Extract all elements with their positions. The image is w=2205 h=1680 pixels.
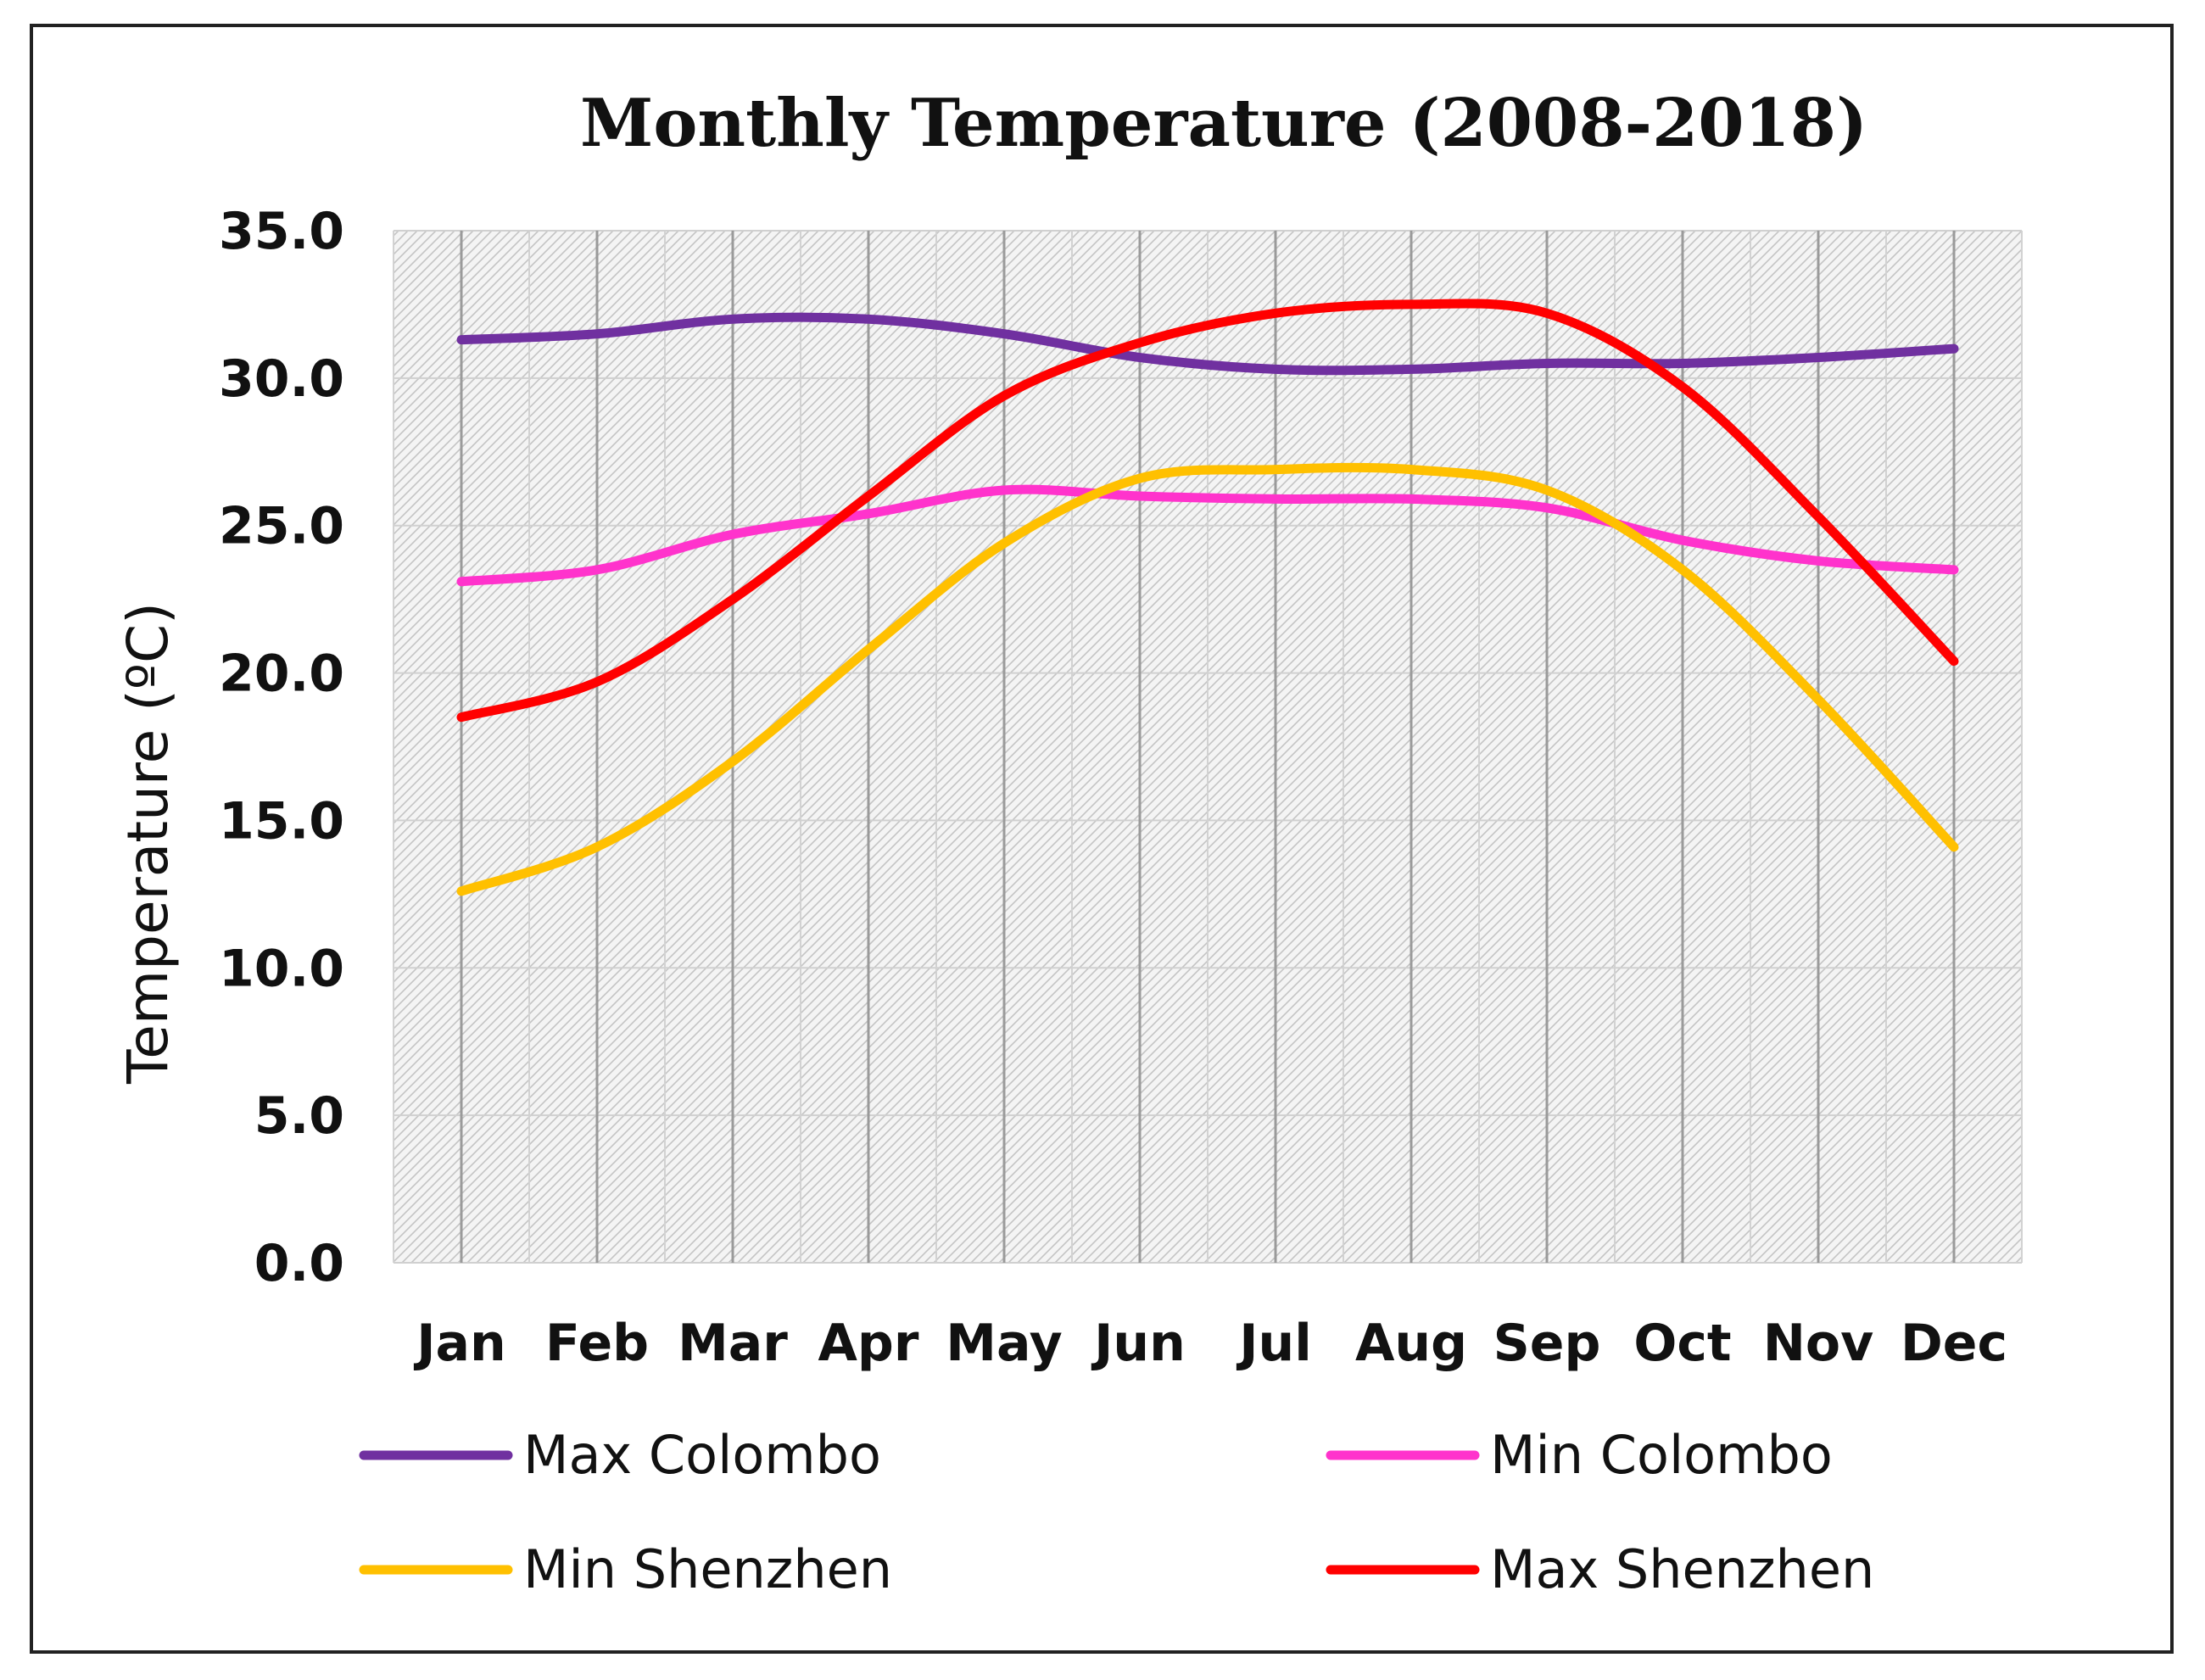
y-tick-label: 30.0 [219,349,344,409]
legend-item-min-colombo: Min Colombo [1326,1424,1833,1486]
legend-item-min-shenzhen: Min Shenzhen [359,1538,892,1600]
y-axis-label: Temperature (ºC) [115,602,181,1085]
x-tick-label: Apr [818,1314,919,1373]
x-tick-label: Mar [678,1314,788,1373]
x-tick-label: Oct [1633,1314,1731,1373]
y-tick-label: 20.0 [219,645,344,704]
y-tick-label: 0.0 [254,1234,344,1293]
x-tick-label: Nov [1763,1314,1874,1373]
x-tick-label: Sep [1493,1314,1601,1373]
series-line-min-colombo [456,484,1959,587]
x-tick-label: Jul [1236,1314,1312,1373]
legend-label: Max Shenzhen [1490,1538,1874,1600]
temperature-chart: Monthly Temperature (2008-2018) 0.0 5.0 10… [115,85,2023,1600]
series-line-max-shenzhen [456,299,1959,723]
x-tick-label: Aug [1355,1314,1467,1373]
y-tick-label: 15.0 [219,791,344,851]
series-line-min-shenzhen [456,462,1959,896]
chart-frame: Monthly Temperature (2008-2018) 0.0 5.0 10… [30,24,2174,1654]
x-tick-label: Feb [545,1314,649,1373]
x-tick-label: Jun [1091,1314,1186,1373]
x-tick-label: Dec [1901,1314,2007,1373]
legend-label: Min Shenzhen [523,1538,892,1600]
y-tick-label: 5.0 [254,1086,344,1146]
chart-title: Monthly Temperature (2008-2018) [580,85,1867,162]
y-tick-label: 10.0 [219,939,344,998]
legend-item-max-colombo: Max Colombo [359,1424,881,1486]
legend-label: Min Colombo [1490,1424,1833,1486]
legend-label: Max Colombo [523,1424,881,1486]
x-tick-label: May [946,1314,1062,1373]
series-line-max-colombo [456,312,1959,376]
legend-item-max-shenzhen: Max Shenzhen [1326,1538,1874,1600]
x-tick-label: Jan [413,1314,506,1373]
y-tick-label: 25.0 [219,497,344,556]
y-tick-label: 35.0 [219,202,344,261]
